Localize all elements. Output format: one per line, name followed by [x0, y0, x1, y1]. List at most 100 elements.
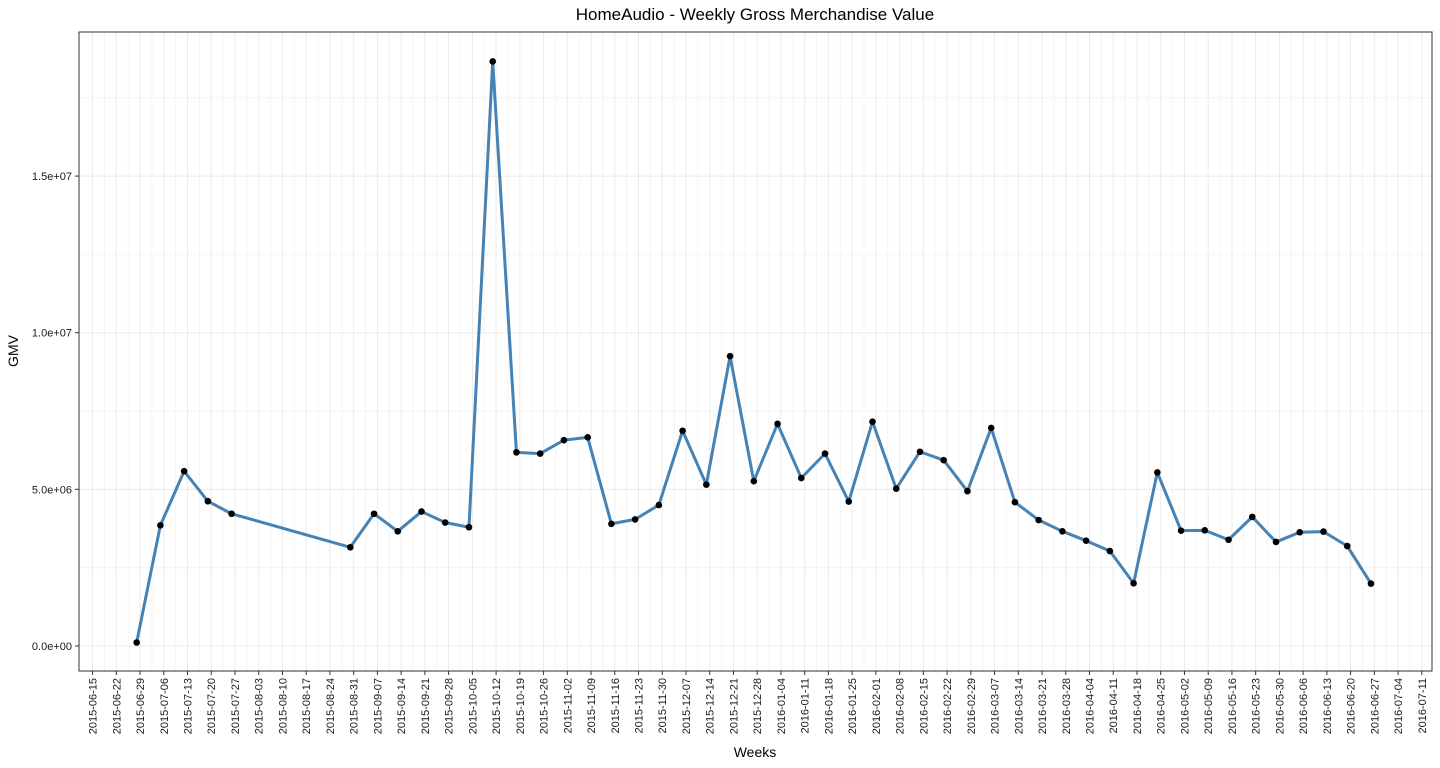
x-tick-label: 2015-06-22: [111, 678, 123, 734]
x-tick-label: 2015-12-14: [705, 678, 717, 734]
x-tick-label: 2015-12-21: [728, 678, 740, 734]
chart-title: HomeAudio - Weekly Gross Merchandise Val…: [576, 5, 934, 24]
x-tick-label: 2015-08-03: [254, 678, 266, 734]
x-tick-label: 2016-02-15: [918, 678, 930, 734]
x-tick-label: 2015-06-29: [135, 678, 147, 734]
data-point: [204, 497, 212, 505]
x-tick-label: 2015-09-21: [420, 678, 432, 734]
x-tick-label: 2015-11-30: [657, 678, 669, 733]
data-point: [964, 487, 971, 495]
x-tick-label: 2016-07-11: [1417, 678, 1429, 733]
x-tick-label: 2015-09-14: [396, 678, 408, 734]
data-point: [1106, 547, 1114, 555]
x-tick-label: 2016-03-28: [1061, 678, 1073, 734]
data-point: [892, 485, 900, 493]
data-point: [869, 418, 876, 425]
data-point: [465, 523, 473, 531]
x-tick-label: 2016-05-23: [1251, 678, 1263, 734]
x-axis-title: Weeks: [734, 744, 777, 760]
x-tick-label: 2015-10-12: [491, 678, 503, 734]
data-point: [1201, 527, 1209, 534]
y-axis-title: GMV: [5, 334, 21, 367]
data-point: [1154, 469, 1161, 476]
data-point: [157, 522, 164, 529]
x-tick-label: 2015-08-31: [349, 678, 361, 734]
x-tick-label: 2016-04-18: [1132, 678, 1144, 734]
points-layer: [133, 58, 1375, 646]
data-point: [1248, 513, 1256, 521]
data-point: [821, 450, 829, 457]
x-tick-label: 2016-06-27: [1369, 678, 1381, 734]
x-tick-label: 2016-05-16: [1227, 678, 1239, 734]
data-point: [679, 427, 686, 435]
x-tick-label: 2015-12-28: [752, 678, 764, 734]
x-tick-label: 2016-03-07: [990, 678, 1002, 734]
x-tick-label: 2015-11-09: [586, 678, 598, 733]
x-tick-label: 2016-03-14: [1013, 678, 1025, 734]
data-point: [726, 352, 734, 360]
x-tick-label: 2015-10-05: [467, 678, 479, 734]
x-axis: 2015-06-15 2015-06-22 2015-06-29 2015-07-06…: [88, 671, 1429, 734]
data-point: [489, 58, 497, 65]
x-tick-label: 2015-11-02: [562, 678, 574, 733]
data-point: [394, 528, 402, 535]
data-point: [346, 543, 354, 551]
x-tick-label: 2016-05-30: [1274, 678, 1286, 734]
x-tick-label: 2015-07-13: [183, 678, 195, 734]
x-tick-label: 2015-09-28: [444, 678, 456, 734]
data-point: [418, 508, 425, 515]
data-point: [228, 510, 235, 518]
data-point: [1296, 528, 1304, 536]
data-point: [631, 516, 639, 523]
data-point: [180, 467, 188, 475]
x-tick-label: 2015-08-10: [277, 678, 289, 734]
data-point: [750, 477, 758, 485]
data-point: [916, 448, 924, 456]
x-tick-label: 2015-08-24: [325, 678, 337, 734]
x-tick-label: 2016-02-08: [895, 678, 907, 734]
data-point: [1011, 498, 1019, 506]
x-tick-label: 2015-09-07: [372, 678, 384, 734]
data-point: [1272, 538, 1280, 546]
x-tick-label: 2015-11-23: [634, 678, 646, 733]
data-point: [1059, 528, 1066, 535]
minor-gridlines: [79, 32, 1432, 671]
x-tick-label: 2016-03-21: [1037, 678, 1049, 734]
y-tick-label: 1.0e+07: [32, 328, 72, 340]
x-tick-label: 2015-08-17: [301, 678, 313, 734]
x-tick-label: 2015-12-07: [681, 678, 693, 734]
y-axis: 0.0e+00 5.0e+06 1.0e+07 1.5e+07: [32, 171, 79, 653]
y-tick-label: 5.0e+06: [32, 484, 72, 496]
x-tick-label: 2016-06-20: [1346, 678, 1358, 734]
x-tick-label: 2015-07-06: [159, 678, 171, 734]
data-point: [940, 456, 947, 464]
data-point: [1130, 579, 1137, 587]
data-point: [441, 519, 449, 526]
data-point: [1035, 516, 1042, 524]
x-tick-label: 2016-06-13: [1322, 678, 1334, 734]
y-tick-label: 0.0e+00: [32, 641, 72, 653]
x-tick-label: 2016-01-18: [823, 678, 835, 734]
x-tick-label: 2016-02-29: [966, 678, 978, 734]
data-point: [608, 520, 615, 528]
plot-area: [78, 31, 1433, 672]
y-tick-label: 1.5e+07: [32, 171, 72, 183]
x-tick-label: 2016-04-04: [1085, 678, 1097, 734]
data-point: [774, 420, 781, 428]
x-tick-label: 2016-01-04: [776, 678, 788, 734]
data-point: [133, 639, 140, 646]
data-point: [1225, 536, 1232, 544]
x-tick-label: 2016-04-11: [1108, 678, 1120, 733]
data-point: [1343, 542, 1351, 550]
data-point: [560, 436, 568, 444]
data-point: [845, 498, 853, 505]
plot-background: [79, 32, 1432, 671]
x-tick-label: 2016-05-02: [1179, 678, 1191, 734]
major-gridlines: [79, 32, 1432, 671]
data-point: [655, 501, 663, 509]
x-tick-label: 2015-07-20: [206, 678, 218, 734]
x-tick-label: 2016-02-22: [942, 678, 954, 734]
data-point: [797, 474, 805, 482]
x-tick-label: 2016-01-11: [800, 678, 812, 733]
